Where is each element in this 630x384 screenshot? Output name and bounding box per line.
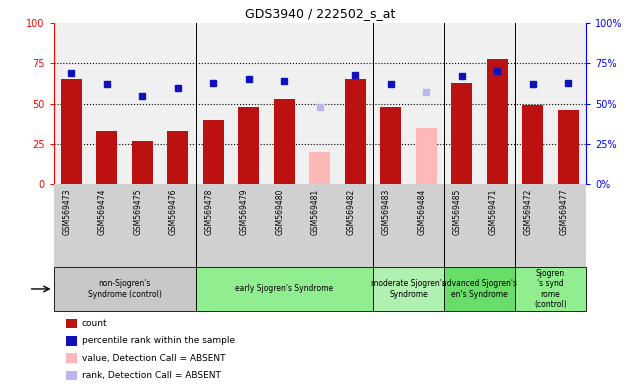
Bar [522,105,543,184]
Text: GSM569471: GSM569471 [488,189,497,235]
Bar [380,107,401,184]
Text: GSM569478: GSM569478 [204,189,213,235]
Bar [309,152,330,184]
Text: GSM569473: GSM569473 [62,189,71,235]
Text: GSM569482: GSM569482 [346,189,355,235]
Text: GSM569481: GSM569481 [311,189,320,235]
Bar [54,267,195,311]
Bar [54,184,586,267]
Bar [345,79,366,184]
Bar [451,83,472,184]
Bar [195,267,373,311]
Text: GSM569474: GSM569474 [98,189,106,235]
Bar [486,58,508,184]
Text: GSM569476: GSM569476 [169,189,178,235]
Text: rank, Detection Call = ABSENT: rank, Detection Call = ABSENT [82,371,220,380]
Bar [167,131,188,184]
Bar [515,267,586,311]
Text: moderate Sjogren's
Syndrome: moderate Sjogren's Syndrome [371,279,446,299]
Text: percentile rank within the sample: percentile rank within the sample [82,336,235,346]
Text: count: count [82,319,108,328]
Text: GSM569475: GSM569475 [134,189,142,235]
Bar [444,267,515,311]
Text: GSM569484: GSM569484 [417,189,427,235]
Bar [203,120,224,184]
Text: advanced Sjogren's
en's Syndrome: advanced Sjogren's en's Syndrome [442,279,517,299]
Text: GSM569479: GSM569479 [240,189,249,235]
Text: GSM569472: GSM569472 [524,189,532,235]
Text: early Sjogren's Syndrome: early Sjogren's Syndrome [235,285,333,293]
Text: GSM569477: GSM569477 [559,189,568,235]
Bar [60,79,82,184]
Text: non-Sjogren's
Syndrome (control): non-Sjogren's Syndrome (control) [88,279,161,299]
Bar [96,131,117,184]
Bar [238,107,260,184]
Text: Sjogren
's synd
rome
(control): Sjogren 's synd rome (control) [534,269,567,309]
Bar [558,110,579,184]
Bar [132,141,153,184]
Bar [373,267,444,311]
Bar [416,128,437,184]
Title: GDS3940 / 222502_s_at: GDS3940 / 222502_s_at [244,7,395,20]
Text: GSM569480: GSM569480 [275,189,284,235]
Text: value, Detection Call = ABSENT: value, Detection Call = ABSENT [82,354,226,363]
Text: GSM569483: GSM569483 [382,189,391,235]
Text: GSM569485: GSM569485 [453,189,462,235]
Bar [273,99,295,184]
